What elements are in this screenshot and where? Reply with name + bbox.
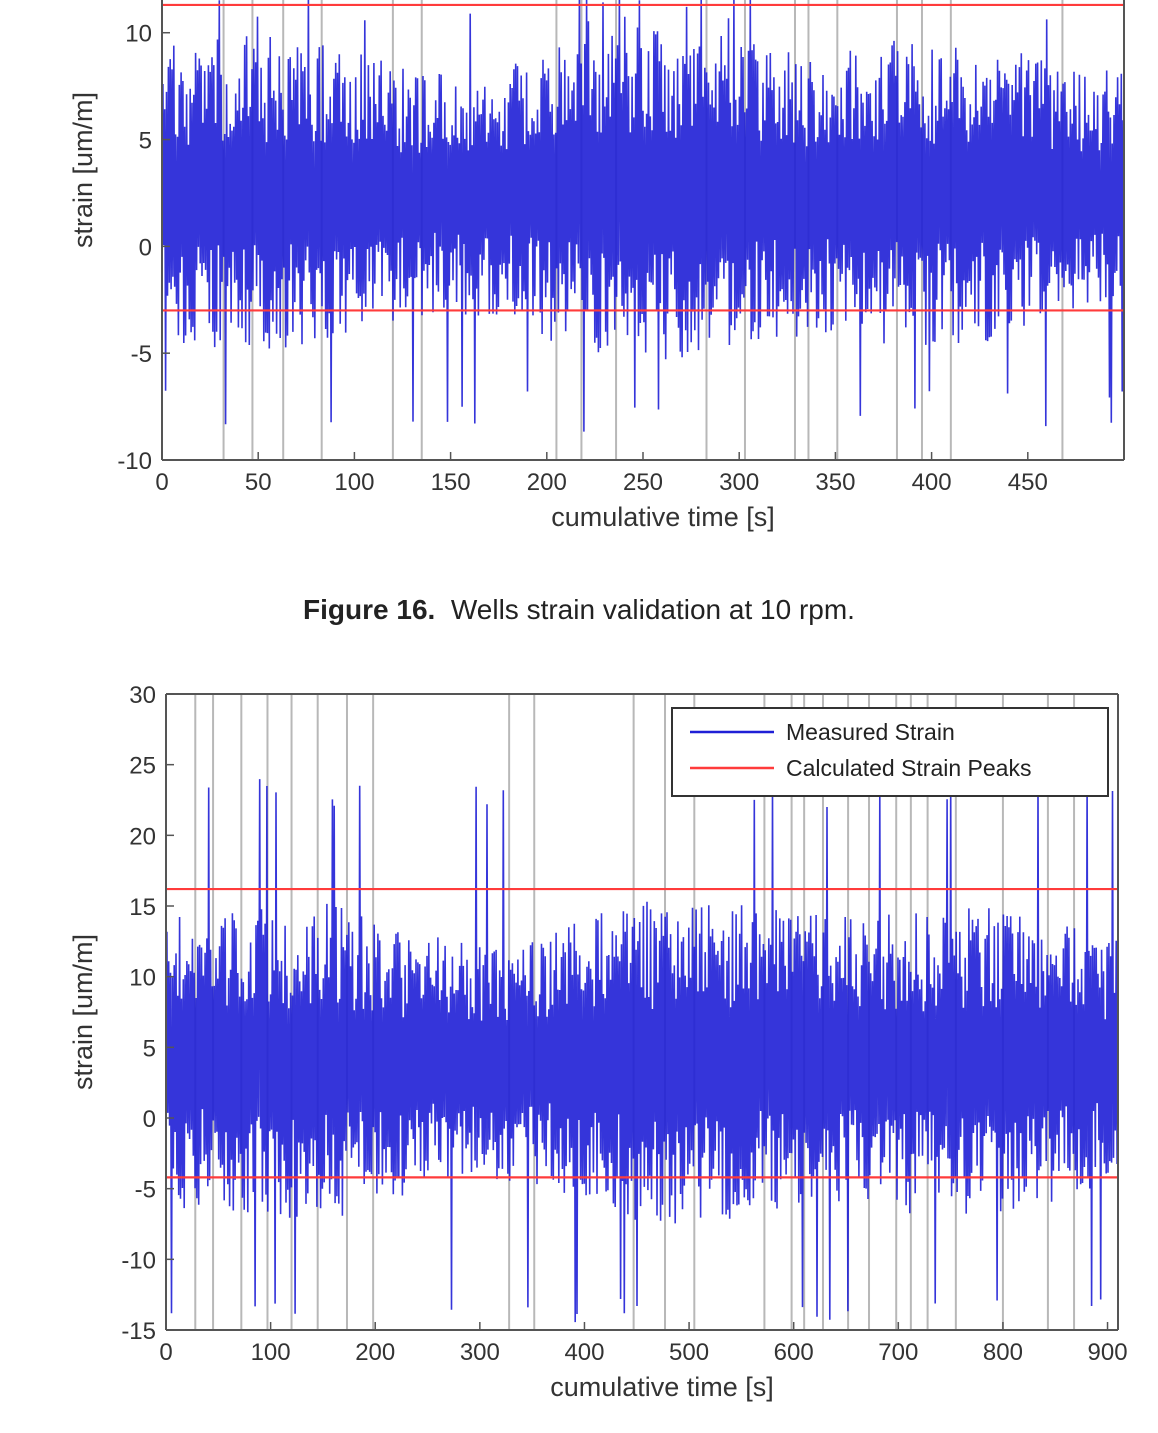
y-tick-label: -10 xyxy=(117,448,152,475)
y-tick-label: 25 xyxy=(129,753,156,780)
y-tick-label: 15 xyxy=(129,894,156,921)
x-axis-title: cumulative time [s] xyxy=(551,502,775,532)
chart-top: 0 50 100 150 200 250 300 350 400 450 -10 -5 0 5 10 cumu… xyxy=(0,0,1158,560)
chart-bottom: 0 100 200 300 400 500 600 700 800 900 -15 -10 -5 0 5 10… xyxy=(0,670,1158,1410)
x-tick-label: 100 xyxy=(251,1339,291,1366)
x-tick-label: 450 xyxy=(1008,469,1048,496)
y-tick-label: 0 xyxy=(143,1106,156,1133)
x-tick-label: 900 xyxy=(1088,1339,1128,1366)
y-tick-label: -5 xyxy=(131,341,152,368)
measured-strain-line xyxy=(162,0,1124,432)
x-tick-label: 200 xyxy=(527,469,567,496)
legend-label: Calculated Strain Peaks xyxy=(786,755,1031,781)
x-tick-label: 50 xyxy=(245,469,272,496)
x-tick-label: 400 xyxy=(912,469,952,496)
y-tick-label: 0 xyxy=(139,234,152,261)
x-tick-label: 200 xyxy=(355,1339,395,1366)
x-tick-label: 250 xyxy=(623,469,663,496)
y-tick-label: -5 xyxy=(135,1177,156,1204)
y-tick-label: -15 xyxy=(121,1318,156,1345)
x-tick-label: 300 xyxy=(460,1339,500,1366)
y-tick-label: 5 xyxy=(139,128,152,155)
x-tick-label: 300 xyxy=(719,469,759,496)
x-tick-label: 400 xyxy=(564,1339,604,1366)
chart-top-svg: 0 50 100 150 200 250 300 350 400 450 -10 -5 0 5 10 cumu… xyxy=(68,0,1125,532)
chart-bottom-svg: 0 100 200 300 400 500 600 700 800 900 -15 -10 -5 0 5 10… xyxy=(68,682,1128,1402)
x-tick-label: 500 xyxy=(669,1339,709,1366)
x-tick-label: 150 xyxy=(431,469,471,496)
y-tick-label: 20 xyxy=(129,823,156,850)
y-tick-label: 10 xyxy=(129,965,156,992)
x-tick-label: 0 xyxy=(155,469,168,496)
y-axis-title: strain [um/m] xyxy=(68,934,98,1090)
caption-label: Figure 16. xyxy=(303,594,436,625)
y-tick-label: 10 xyxy=(125,21,152,48)
caption-text: Wells strain validation at 10 rpm. xyxy=(450,594,855,625)
y-axis-title: strain [um/m] xyxy=(68,92,98,248)
x-axis-title: cumulative time [s] xyxy=(550,1372,774,1402)
x-tick-label: 350 xyxy=(815,469,855,496)
x-tick-label: 600 xyxy=(774,1339,814,1366)
y-tick-label: -10 xyxy=(121,1247,156,1274)
legend-label: Measured Strain xyxy=(786,719,955,745)
figure-caption: Figure 16. Wells strain validation at 10… xyxy=(0,594,1158,626)
y-tick-label: 5 xyxy=(143,1035,156,1062)
x-tick-label: 800 xyxy=(983,1339,1023,1366)
y-tick-label: 30 xyxy=(129,682,156,709)
x-tick-label: 0 xyxy=(159,1339,172,1366)
x-tick-label: 100 xyxy=(334,469,374,496)
measured-strain-line xyxy=(166,779,1118,1323)
x-tick-label: 700 xyxy=(878,1339,918,1366)
legend-box xyxy=(671,707,1109,797)
